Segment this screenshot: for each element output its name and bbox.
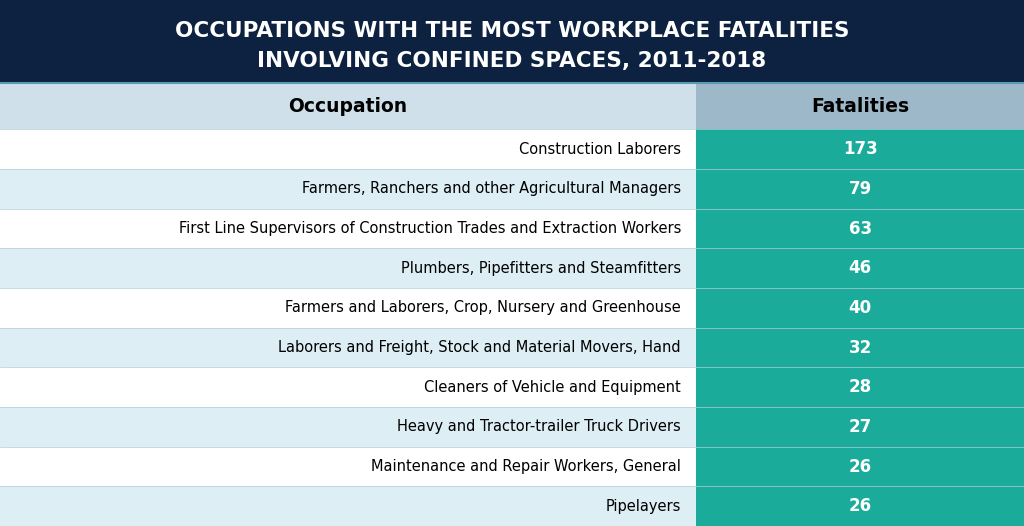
Bar [0,367,696,407]
Bar [696,248,1024,288]
Bar [696,288,1024,328]
Text: First Line Supervisors of Construction Trades and Extraction Workers: First Line Supervisors of Construction T… [178,221,681,236]
Bar [0,487,696,526]
Text: 26: 26 [849,497,871,515]
Text: OCCUPATIONS WITH THE MOST WORKPLACE FATALITIES: OCCUPATIONS WITH THE MOST WORKPLACE FATA… [175,21,849,41]
Bar [696,169,1024,209]
Bar [696,129,1024,169]
Bar [0,328,696,367]
Bar [696,447,1024,487]
Bar [0,407,696,447]
Bar [0,83,696,129]
Text: Farmers, Ranchers and other Agricultural Managers: Farmers, Ranchers and other Agricultural… [302,181,681,196]
Text: Plumbers, Pipefitters and Steamfitters: Plumbers, Pipefitters and Steamfitters [400,261,681,276]
Text: Fatalities: Fatalities [811,97,909,116]
Text: 26: 26 [849,458,871,476]
Text: INVOLVING CONFINED SPACES, 2011-2018: INVOLVING CONFINED SPACES, 2011-2018 [257,52,767,72]
Text: Heavy and Tractor-trailer Truck Drivers: Heavy and Tractor-trailer Truck Drivers [397,419,681,434]
Text: Pipelayers: Pipelayers [605,499,681,514]
Bar [0,209,696,248]
Bar [0,248,696,288]
Text: 63: 63 [849,219,871,238]
Text: 27: 27 [849,418,871,436]
Bar [0,288,696,328]
Text: Occupation: Occupation [289,97,408,116]
Text: 173: 173 [843,140,878,158]
Bar [696,407,1024,447]
Text: 79: 79 [849,180,871,198]
Text: 40: 40 [849,299,871,317]
Text: 46: 46 [849,259,871,277]
Text: Laborers and Freight, Stock and Material Movers, Hand: Laborers and Freight, Stock and Material… [279,340,681,355]
Bar [0,447,696,487]
Text: Maintenance and Repair Workers, General: Maintenance and Repair Workers, General [371,459,681,474]
Bar [0,0,1024,83]
Bar [696,209,1024,248]
Text: 32: 32 [849,339,871,357]
Bar [696,328,1024,367]
Bar [696,83,1024,129]
Text: 28: 28 [849,378,871,396]
Text: Cleaners of Vehicle and Equipment: Cleaners of Vehicle and Equipment [424,380,681,394]
Text: Farmers and Laborers, Crop, Nursery and Greenhouse: Farmers and Laborers, Crop, Nursery and … [286,300,681,316]
Bar [696,487,1024,526]
Bar [0,169,696,209]
Bar [0,129,696,169]
Text: Construction Laborers: Construction Laborers [519,141,681,157]
Bar [696,367,1024,407]
